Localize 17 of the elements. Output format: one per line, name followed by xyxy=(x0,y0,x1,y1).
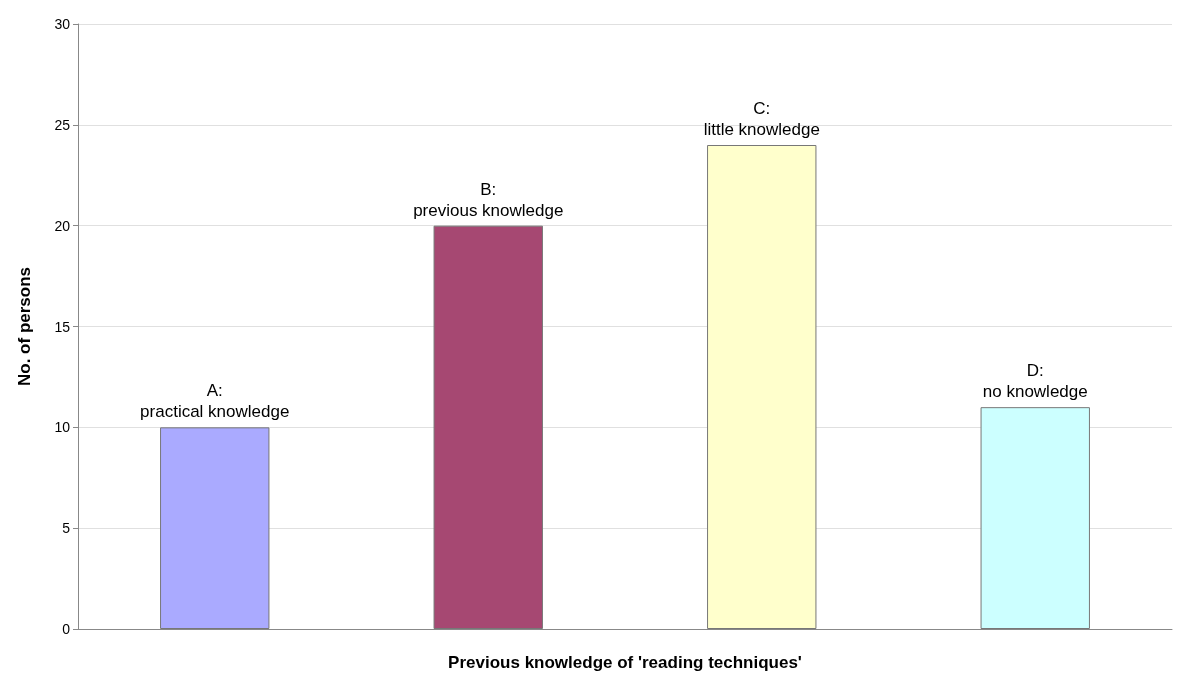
y-axis-title: No. of persons xyxy=(15,266,34,387)
x-axis-title: Previous knowledge of 'reading techniques' xyxy=(448,653,802,672)
x-tick-label: D: no knowledge xyxy=(982,361,1088,402)
y-tick-label: 5 xyxy=(62,520,71,537)
y-tick-label: 30 xyxy=(54,16,71,32)
y-tick-label: 25 xyxy=(54,116,71,133)
bar xyxy=(707,145,817,629)
y-tick-label: 0 xyxy=(62,621,71,637)
y-tick-label: 10 xyxy=(54,419,71,436)
x-tick-label: B: previous knowledge xyxy=(413,179,564,220)
y-tick-label: 15 xyxy=(54,318,71,335)
x-tick-label: A: practical knowledge xyxy=(140,381,290,422)
bar xyxy=(160,427,270,629)
x-tick-label: C: little knowledge xyxy=(703,99,820,139)
bar xyxy=(980,407,1090,629)
bar xyxy=(433,225,543,629)
y-tick-label: 20 xyxy=(54,217,71,234)
